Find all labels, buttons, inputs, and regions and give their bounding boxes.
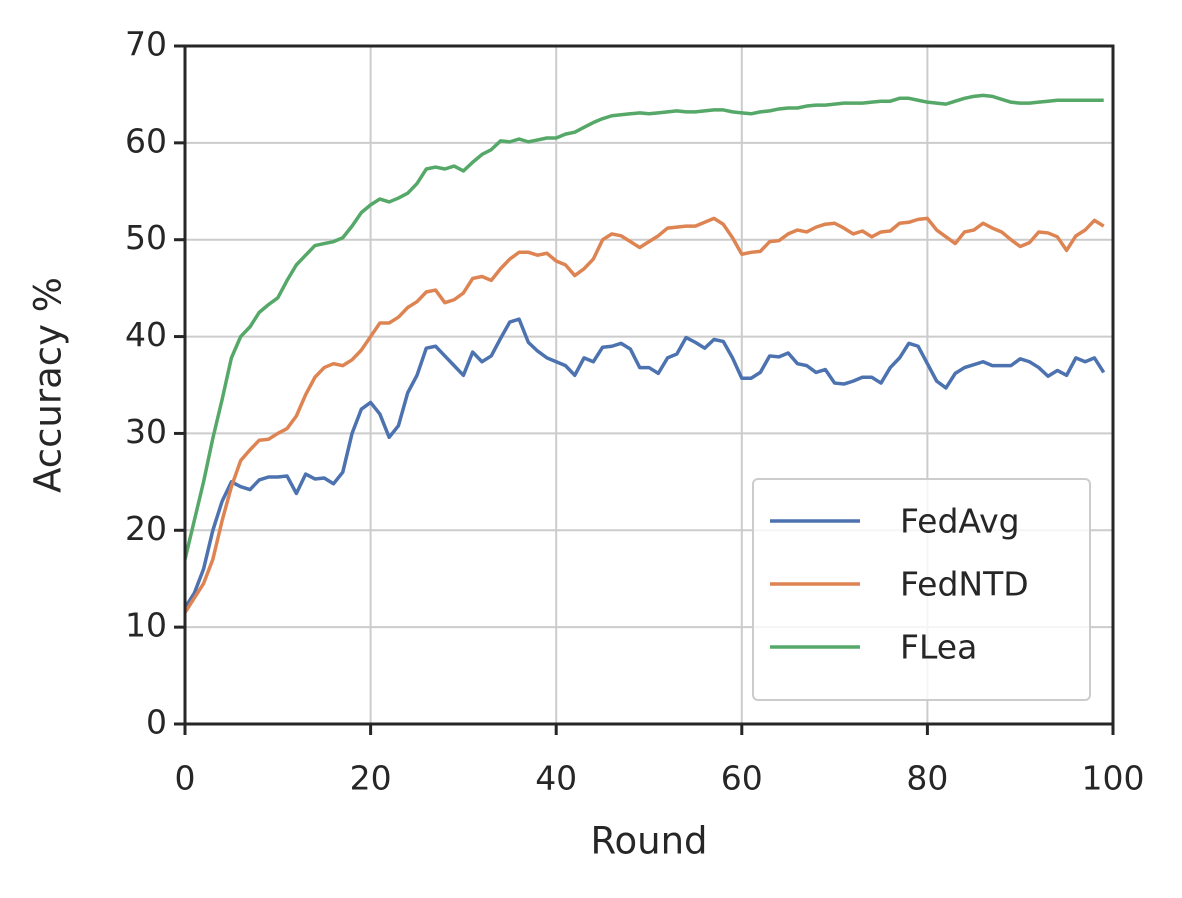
- legend-box: [752, 478, 1091, 701]
- y-tick-label: 60: [125, 121, 167, 160]
- legend-label: FLea: [900, 628, 977, 667]
- y-tick-label: 10: [125, 606, 167, 645]
- series-line: [183, 216, 1105, 614]
- x-tick-label: 60: [721, 759, 763, 798]
- x-tick-label: 20: [350, 759, 392, 798]
- legend-label: FedNTD: [900, 565, 1029, 604]
- x-tick-label: 40: [535, 759, 577, 798]
- series-line: [183, 317, 1106, 609]
- y-tick-label: 70: [125, 25, 167, 64]
- y-axis-label: Accuracy %: [27, 277, 70, 493]
- series-line: [183, 93, 1104, 560]
- y-tick-label: 50: [125, 218, 167, 257]
- x-tick-label: 0: [175, 759, 196, 798]
- plot-frame: [183, 44, 1115, 726]
- x-tick-label: 80: [906, 759, 948, 798]
- x-tick-label: 100: [1082, 759, 1145, 798]
- y-tick-label: 30: [125, 412, 167, 451]
- y-tick-label: 20: [125, 509, 167, 548]
- y-tick-label: 40: [125, 315, 167, 354]
- y-tick-label: 0: [146, 703, 167, 742]
- x-axis-label: Round: [590, 820, 707, 863]
- legend-label: FedAvg: [900, 502, 1020, 541]
- legend: FedAvg FedNTD FLea: [752, 478, 1091, 701]
